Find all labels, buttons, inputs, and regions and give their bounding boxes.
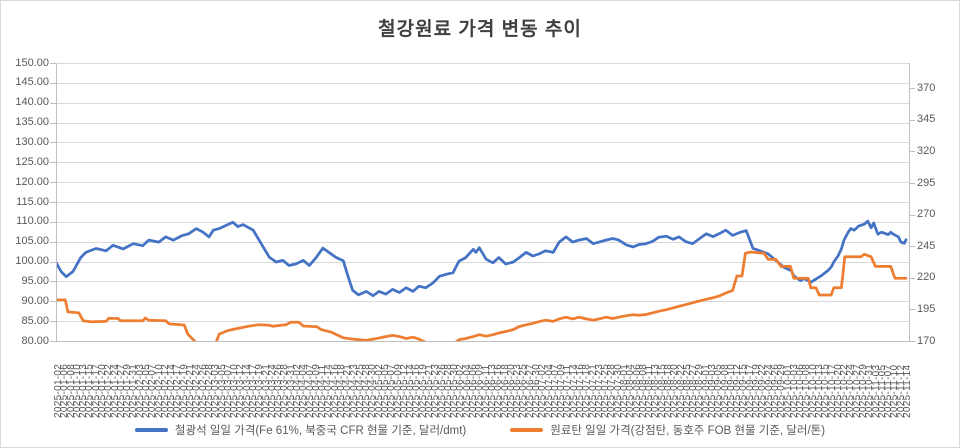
y-axis-left-tick bbox=[50, 261, 56, 263]
y-axis-left-tick bbox=[50, 221, 56, 223]
y-axis-right-label: 170 bbox=[917, 334, 936, 347]
legend: 철광석 일일 가격(Fe 61%, 북중국 CFR 현물 기준, 달러/dmt)… bbox=[1, 422, 959, 438]
y-axis-left-label: 115.00 bbox=[16, 195, 49, 208]
y-axis-left-tick bbox=[50, 202, 56, 203]
legend-item-coking-coal: 원료탄 일일 가격(강점탄, 동호주 FOB 현물 기준, 달러/톤) bbox=[510, 422, 825, 438]
y-axis-left-label: 110.00 bbox=[16, 215, 49, 228]
y-axis-left-label: 120.00 bbox=[15, 175, 49, 188]
y-axis-right-tick bbox=[909, 309, 915, 311]
y-axis-right-tick bbox=[909, 341, 915, 342]
y-axis-right-line bbox=[909, 63, 910, 342]
y-axis-left-label: 100.00 bbox=[15, 255, 49, 268]
y-axis-left-tick bbox=[50, 63, 56, 64]
y-axis-left-label: 80.00 bbox=[21, 334, 49, 347]
y-axis-right-tick bbox=[909, 277, 915, 279]
gridline bbox=[56, 301, 909, 303]
gridline bbox=[56, 221, 909, 223]
gridline bbox=[56, 182, 909, 184]
y-axis-left-tick bbox=[50, 142, 56, 144]
y-axis-left-label: 85.00 bbox=[21, 314, 49, 327]
x-axis-line bbox=[56, 341, 910, 342]
y-axis-left-label: 105.00 bbox=[15, 235, 49, 248]
iron-ore-line bbox=[56, 219, 908, 298]
y-axis-right-label: 220 bbox=[917, 271, 936, 284]
y-axis-right-label: 295 bbox=[917, 176, 936, 189]
y-axis-left-label: 125.00 bbox=[15, 155, 49, 168]
y-axis-right-label: 245 bbox=[917, 239, 936, 252]
y-axis-left-tick bbox=[50, 341, 56, 342]
y-axis-left-tick bbox=[50, 301, 56, 303]
gridline bbox=[56, 82, 909, 84]
y-axis-left-label: 145.00 bbox=[15, 76, 49, 89]
y-axis-left-tick bbox=[50, 241, 56, 243]
chart-title: 철강원료 가격 변동 추이 bbox=[378, 19, 582, 40]
y-axis-left-label: 140.00 bbox=[15, 96, 49, 109]
y-axis-right-tick bbox=[909, 151, 915, 153]
y-axis-left-tick bbox=[50, 182, 56, 184]
y-axis-right-label: 370 bbox=[917, 81, 936, 94]
y-axis-right-label: 270 bbox=[917, 208, 936, 221]
y-axis-left-label: 150.00 bbox=[15, 56, 49, 69]
y-axis-left-tick bbox=[50, 122, 56, 124]
y-axis-right-tick bbox=[909, 246, 915, 248]
iron-ore-legend-line-icon bbox=[134, 428, 168, 432]
y-axis-right-tick bbox=[909, 88, 915, 90]
y-axis-left-label: 95.00 bbox=[21, 274, 49, 287]
gridline bbox=[56, 261, 909, 263]
gridline bbox=[56, 102, 909, 104]
gridline bbox=[56, 321, 909, 323]
gridline bbox=[56, 241, 909, 243]
y-axis-right-label: 320 bbox=[917, 144, 936, 157]
gridline bbox=[56, 142, 909, 144]
y-axis-right-label: 345 bbox=[917, 113, 936, 126]
y-axis-right-tick bbox=[909, 214, 915, 216]
y-axis-right-label: 195 bbox=[917, 302, 936, 315]
gridline bbox=[56, 63, 909, 64]
x-axis-label: 2025-11-14 bbox=[902, 364, 913, 418]
gridline bbox=[56, 281, 909, 283]
plot-area bbox=[56, 219, 908, 341]
y-axis-left-tick bbox=[50, 162, 56, 164]
y-axis-left-tick bbox=[50, 82, 56, 84]
gridline bbox=[56, 162, 909, 164]
y-axis-left-tick bbox=[50, 102, 56, 104]
coking-coal-legend-label: 원료탄 일일 가격(강점탄, 동호주 FOB 현물 기준, 달러/톤) bbox=[550, 425, 826, 437]
gridline bbox=[56, 122, 909, 124]
gridline bbox=[56, 202, 909, 203]
y-axis-left-label: 135.00 bbox=[15, 116, 49, 129]
y-axis-left-tick bbox=[50, 281, 56, 283]
y-axis-left-label: 130.00 bbox=[15, 135, 49, 148]
coking-coal-legend-line-icon bbox=[510, 428, 544, 432]
y-axis-left-tick bbox=[50, 321, 56, 323]
coking-coal-line bbox=[56, 250, 908, 341]
y-axis-left-label: 90.00 bbox=[21, 294, 49, 307]
legend-item-iron-ore: 철광석 일일 가격(Fe 61%, 북중국 CFR 현물 기준, 달러/dmt) bbox=[134, 422, 467, 438]
y-axis-right-tick bbox=[909, 119, 915, 121]
y-axis-left-line bbox=[56, 63, 57, 342]
iron-ore-legend-label: 철광석 일일 가격(Fe 61%, 북중국 CFR 현물 기준, 달러/dmt) bbox=[174, 425, 467, 437]
y-axis-right-tick bbox=[909, 183, 915, 185]
